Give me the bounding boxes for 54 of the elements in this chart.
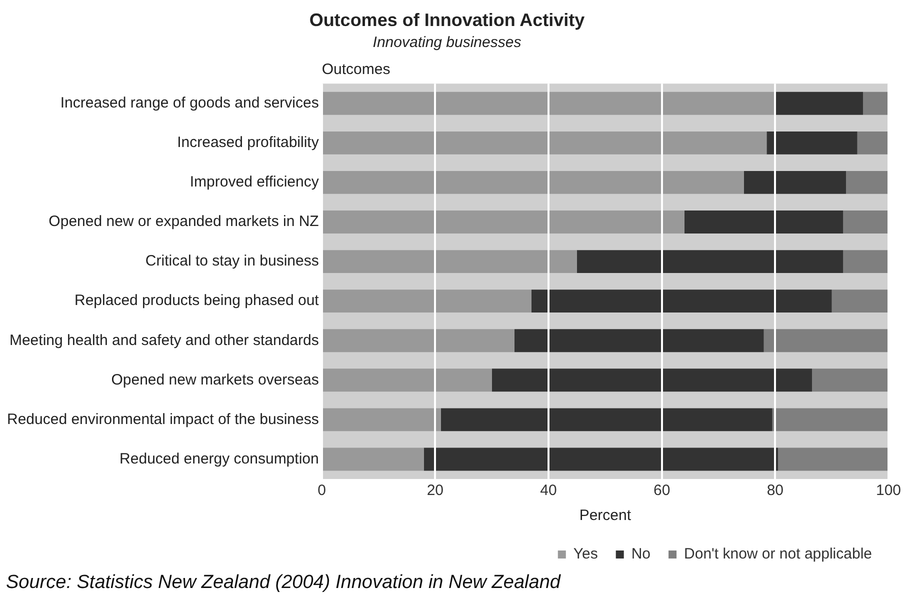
bar [576, 250, 844, 273]
y-tick-label: Meeting health and safety and other standards [9, 332, 319, 349]
bar [764, 329, 888, 352]
bar [857, 131, 888, 154]
y-tick-label: Improved efficiency [190, 174, 320, 191]
bar [832, 290, 888, 313]
y-tick-label: Replaced products being phased out [74, 292, 320, 310]
bar [322, 408, 441, 432]
bar [322, 329, 514, 352]
bar [766, 131, 858, 154]
legend-label: No [631, 546, 651, 563]
x-tick-label: 60 [653, 482, 670, 500]
y-tick-label: Increased profitability [177, 134, 320, 152]
bar [843, 210, 888, 234]
chart-subtitle: Innovating businesses [372, 34, 522, 51]
bar [775, 92, 863, 115]
bar [440, 408, 772, 432]
x-tick-label: 100 [876, 482, 901, 500]
x-tick-label: 20 [426, 482, 444, 500]
bar [772, 408, 888, 432]
bar [812, 368, 888, 392]
bar [744, 170, 846, 194]
source-note: Source: Statistics New Zealand (2004) Innovation in New Zealand [6, 572, 562, 594]
bar [532, 290, 832, 313]
bar [843, 250, 888, 273]
y-tick-label: Reduced environmental impact of the business [7, 410, 319, 428]
bar [862, 92, 888, 115]
bar [778, 448, 888, 471]
bar [492, 368, 812, 392]
bar [846, 170, 888, 194]
bar [514, 329, 764, 352]
bar [322, 170, 744, 194]
y-tick-label: Opened new or expanded markets in NZ [48, 213, 319, 230]
bar [322, 210, 684, 234]
y-axis-title: Outcomes [322, 61, 390, 78]
bar [322, 131, 767, 154]
legend-label: Don't know or not applicable [684, 546, 872, 563]
chart-title: Outcomes of Innovation Activity [309, 10, 585, 30]
bar [322, 448, 424, 471]
x-tick-label: 0 [318, 482, 326, 500]
y-tick-label: Increased range of goods and services [60, 94, 319, 112]
bar [424, 448, 778, 471]
x-axis-title: Percent [579, 507, 632, 524]
bar [322, 92, 776, 115]
x-tick-label: 80 [766, 482, 784, 500]
bar [684, 210, 844, 234]
y-tick-label: Reduced energy consumption [120, 450, 319, 468]
y-tick-label: Opened new markets overseas [111, 371, 319, 388]
bar [322, 368, 492, 392]
bar [322, 250, 577, 273]
legend-label: Yes [573, 546, 598, 563]
bar [322, 290, 532, 313]
x-tick-label: 40 [540, 482, 557, 500]
y-tick-label: Critical to stay in business [145, 252, 319, 270]
